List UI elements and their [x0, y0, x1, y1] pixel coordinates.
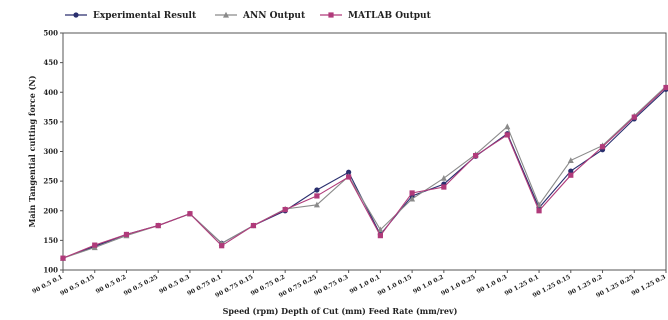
x-tick-label: 90 1.25 0.3	[630, 274, 666, 298]
data-point	[631, 114, 637, 120]
data-point	[346, 169, 352, 175]
data-point	[472, 153, 479, 159]
data-point	[409, 190, 415, 196]
data-point	[60, 255, 66, 261]
series-3	[60, 84, 668, 261]
legend-label: MATLAB Output	[348, 11, 432, 21]
data-point	[282, 206, 288, 213]
data-point	[219, 243, 225, 249]
data-point	[568, 168, 574, 174]
data-point	[663, 84, 668, 91]
plot-frame	[62, 32, 667, 271]
data-point	[440, 174, 447, 181]
series-line	[62, 87, 667, 259]
data-point	[504, 123, 511, 130]
x-tick-label: 90 0.5 0.15	[59, 274, 95, 298]
data-point	[250, 222, 257, 229]
y-tick-label: 450	[43, 58, 58, 67]
data-point	[536, 208, 542, 214]
y-tick-label: 300	[43, 147, 58, 156]
legend-label: ANN Output	[242, 11, 306, 21]
y-tick-label: 500	[43, 29, 58, 38]
y-axis-label: Main Tangential cutting force (N)	[27, 75, 37, 227]
data-point	[441, 184, 447, 190]
data-point	[314, 187, 320, 193]
y-tick-label: 400	[43, 88, 58, 97]
legend-item: Experimental Result	[65, 11, 197, 21]
data-point	[223, 11, 229, 18]
series-2	[60, 83, 668, 261]
data-point	[73, 12, 79, 18]
x-axis-label: Speed (rpm) Depth of Cut (mm) Feed Rate …	[223, 306, 458, 316]
y-tick-label: 100	[43, 266, 58, 275]
data-point	[599, 144, 606, 150]
data-point	[377, 226, 384, 233]
series-1	[60, 86, 668, 261]
series-line	[62, 85, 667, 259]
data-point	[313, 201, 320, 208]
data-point	[567, 157, 574, 163]
data-point	[187, 211, 193, 217]
y-axis-ticks: 100 150 200 250 300 350 400 450 500	[43, 29, 63, 275]
x-tick-label: 90 1.0 0.15	[377, 274, 413, 298]
series-group	[60, 83, 668, 261]
data-point	[314, 193, 320, 199]
data-point	[346, 174, 352, 180]
y-tick-label: 150	[43, 236, 58, 245]
data-point	[155, 222, 161, 229]
data-point	[123, 231, 130, 238]
legend: Experimental Result ANN Output MATLAB Outp…	[65, 11, 432, 21]
x-tick-label: 90 0.5 0.25	[123, 274, 159, 298]
x-tick-label: 90 0.75 0.3	[313, 274, 349, 298]
data-point	[377, 233, 383, 239]
data-point	[409, 195, 416, 202]
legend-item: ANN Output	[215, 11, 306, 21]
legend-label: Experimental Result	[93, 11, 197, 21]
data-point	[328, 12, 334, 18]
x-tick-label: 90 1.0 0.25	[440, 274, 476, 298]
data-point	[568, 172, 574, 178]
data-point	[504, 132, 510, 138]
series-line	[62, 88, 667, 259]
y-tick-label: 350	[43, 117, 58, 126]
plot-area: 100 150 200 250 300 350 400 450 500 90 0.5 0.190…	[31, 29, 668, 299]
y-tick-label: 250	[43, 177, 58, 186]
y-tick-label: 200	[43, 206, 58, 215]
data-point	[92, 242, 98, 248]
legend-item: MATLAB Output	[320, 11, 432, 21]
